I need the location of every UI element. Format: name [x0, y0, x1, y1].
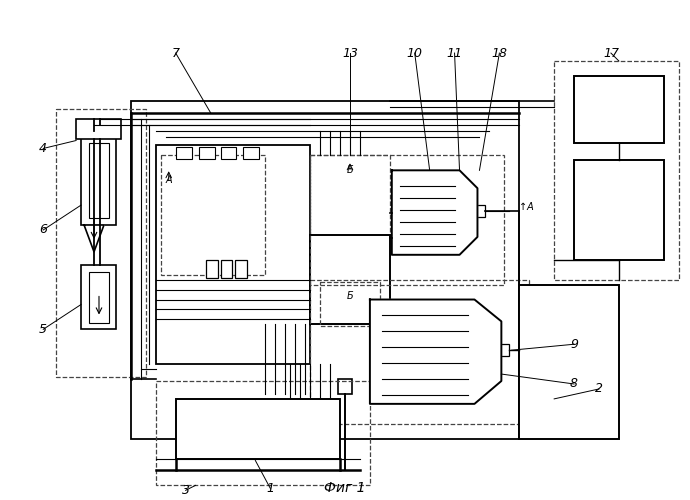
Text: 13: 13 [342, 46, 358, 60]
Bar [89, 272, 109, 324]
Bar [81, 136, 116, 225]
Text: 8: 8 [570, 378, 578, 390]
Text: 7: 7 [172, 46, 179, 60]
Bar [156, 146, 310, 364]
Bar [554, 61, 679, 280]
Polygon shape [370, 300, 502, 404]
Bar [131, 101, 520, 438]
Bar [244, 148, 259, 160]
Bar [221, 260, 233, 278]
Text: Фиг 1: Фиг 1 [324, 482, 366, 496]
Text: 11: 11 [446, 46, 462, 60]
Text: 10: 10 [406, 46, 423, 60]
Bar [176, 148, 192, 160]
Bar [574, 160, 664, 260]
Bar [199, 148, 215, 160]
Bar [497, 344, 509, 356]
Text: Б: Б [346, 166, 353, 175]
Bar [310, 280, 529, 424]
Text: 2: 2 [595, 382, 603, 396]
Text: 18: 18 [491, 46, 507, 60]
Bar [89, 142, 109, 218]
Bar [310, 156, 390, 235]
Bar [156, 381, 370, 486]
Bar [473, 205, 486, 217]
Bar [176, 399, 340, 458]
Text: 9: 9 [570, 338, 578, 350]
Bar [320, 282, 380, 327]
Text: А: А [166, 176, 172, 186]
Text: Б: Б [346, 290, 353, 300]
Bar [235, 260, 248, 278]
Bar [338, 379, 352, 394]
Text: 5: 5 [39, 323, 47, 336]
Bar [574, 76, 664, 144]
Bar [76, 118, 121, 139]
Bar [81, 264, 116, 330]
Polygon shape [392, 170, 477, 255]
Text: ↑A: ↑A [520, 202, 534, 212]
Bar [56, 108, 146, 377]
Bar [310, 235, 390, 324]
Bar [221, 148, 237, 160]
Text: 4: 4 [39, 142, 47, 155]
Text: 1: 1 [266, 482, 275, 495]
Bar [161, 156, 266, 274]
Polygon shape [84, 225, 104, 252]
Bar [206, 260, 217, 278]
Bar [520, 284, 619, 438]
Text: 3: 3 [181, 484, 190, 497]
Text: 6: 6 [39, 224, 47, 236]
Bar [310, 156, 504, 284]
Text: 17: 17 [603, 46, 619, 60]
